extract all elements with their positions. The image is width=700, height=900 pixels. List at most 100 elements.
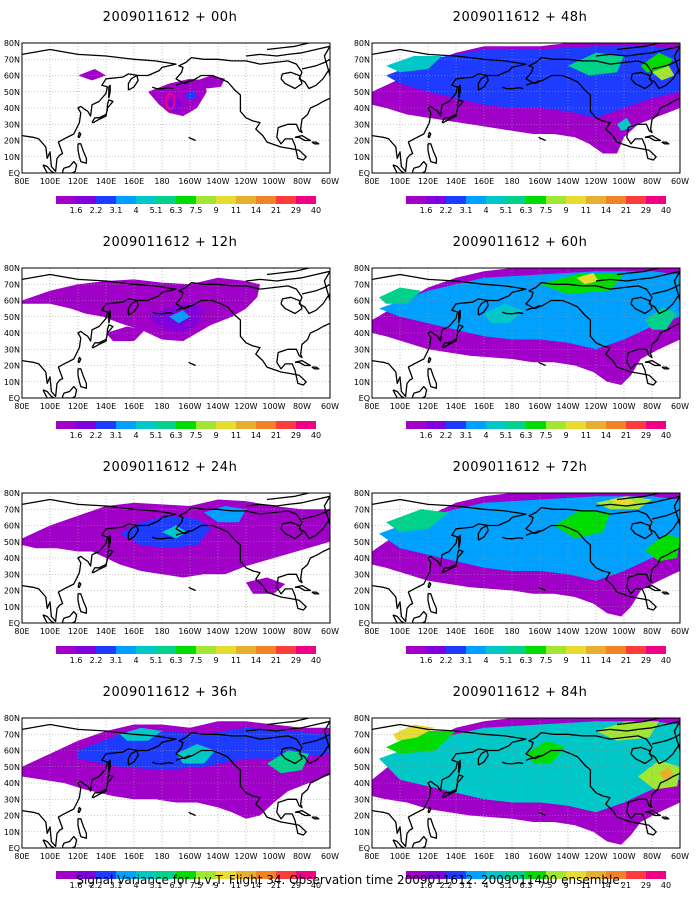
map-panel-12h: 2009011612 + 12h 80E 100E 120E 140E 160E 180 16… xyxy=(0,225,350,450)
y-tick-label: 80N xyxy=(4,264,20,273)
x-tick-label: 80W xyxy=(293,852,311,861)
colorbar-label: 4 xyxy=(483,206,488,215)
colorbar-swatch xyxy=(506,196,526,204)
coastline xyxy=(323,495,330,526)
x-tick-label: 60W xyxy=(321,627,339,636)
colorbar-label: 2.2 xyxy=(440,881,453,890)
coastline xyxy=(525,529,541,536)
coastline xyxy=(323,45,330,76)
colorbar-swatch xyxy=(96,421,116,429)
colorbar-label: 4 xyxy=(483,431,488,440)
coastline xyxy=(661,816,670,820)
x-tick-label: 100E xyxy=(390,177,410,186)
y-tick-label: 30N xyxy=(4,570,20,579)
colorbar-swatch xyxy=(566,871,586,879)
colorbar-swatch xyxy=(426,196,446,204)
map-svg: 80E 100E 120E 140E 160E 180 160W 140W 120W 100W 80… xyxy=(4,714,339,890)
x-tick-label: 120E xyxy=(418,402,438,411)
colorbar-swatch xyxy=(116,646,136,654)
coastline xyxy=(175,529,191,536)
variance-contour xyxy=(184,90,197,100)
map-svg: 80E 100E 120E 140E 160E 180 160W 140W 120W 100W 80… xyxy=(354,489,689,665)
coastline xyxy=(458,309,461,324)
coastline xyxy=(245,45,330,57)
coastline xyxy=(127,299,139,316)
y-tick-label: 20N xyxy=(354,812,370,821)
y-tick-label: 20N xyxy=(4,362,20,371)
coastline xyxy=(294,809,312,817)
x-tick-label: 80E xyxy=(364,177,379,186)
colorbar-swatch xyxy=(426,871,446,879)
coastline xyxy=(392,389,405,398)
coastline xyxy=(392,839,405,848)
panel-title: 2009011612 + 60h xyxy=(452,235,588,250)
x-tick-label: 180 xyxy=(154,852,169,861)
coastline xyxy=(42,614,55,623)
map-frame xyxy=(371,267,681,399)
coastline xyxy=(294,584,312,592)
colorbar-label: 11 xyxy=(581,206,591,215)
y-tick-label: 50N xyxy=(4,763,20,772)
coastline xyxy=(301,508,330,520)
coastline xyxy=(77,818,88,839)
coastline xyxy=(280,296,303,315)
x-tick-label: 160E xyxy=(124,852,144,861)
coastline xyxy=(311,366,320,370)
coastline xyxy=(427,593,438,614)
colorbar-label: 6.3 xyxy=(520,206,533,215)
y-tick-label: 30N xyxy=(354,570,370,579)
colorbar-label: 4 xyxy=(133,656,138,665)
coastline xyxy=(108,534,111,549)
colorbar-swatch xyxy=(136,646,156,654)
coastline xyxy=(61,610,78,623)
y-tick-label: 70N xyxy=(4,55,20,64)
colorbar-label: 5.1 xyxy=(150,431,163,440)
colorbar-swatch xyxy=(276,196,296,204)
variance-contour xyxy=(386,731,456,754)
x-tick-label: 80W xyxy=(643,402,661,411)
coastline xyxy=(323,720,330,751)
colorbar-swatch xyxy=(236,871,256,879)
coastline xyxy=(127,524,139,541)
coastline xyxy=(22,498,177,623)
x-tick-label: 80W xyxy=(643,852,661,861)
y-tick-label: 70N xyxy=(4,505,20,514)
y-tick-label: 50N xyxy=(4,538,20,547)
colorbar-label: 11 xyxy=(581,656,591,665)
coastline xyxy=(427,818,438,839)
coastline xyxy=(538,811,546,817)
map-frame xyxy=(371,492,681,624)
coastline xyxy=(661,366,670,370)
y-tick-label: 10N xyxy=(354,378,370,387)
colorbar-swatch xyxy=(446,421,466,429)
coastline xyxy=(108,759,111,774)
variance-contour xyxy=(162,525,188,539)
colorbar-swatch xyxy=(176,646,196,654)
colorbar-label: 3.1 xyxy=(460,206,473,215)
colorbar-label: 4 xyxy=(483,656,488,665)
x-tick-label: 120E xyxy=(68,177,88,186)
coastline xyxy=(301,733,330,745)
colorbar-label: 14 xyxy=(601,206,611,215)
map-frame xyxy=(371,717,681,849)
colorbar-swatch xyxy=(506,646,526,654)
colorbar-label: 11 xyxy=(231,881,241,890)
colorbar-label: 9 xyxy=(563,881,568,890)
x-tick-label: 80E xyxy=(14,402,29,411)
colorbar-label: 40 xyxy=(661,206,671,215)
coastline xyxy=(372,273,527,398)
coastline xyxy=(427,131,432,138)
coastline xyxy=(427,806,432,813)
y-tick-label: 40N xyxy=(4,104,20,113)
colorbar-label: 6.3 xyxy=(170,656,183,665)
x-tick-label: 120W xyxy=(584,627,607,636)
colorbar-swatch xyxy=(156,421,176,429)
colorbar-swatch xyxy=(606,646,626,654)
y-tick-label: 20N xyxy=(4,812,20,821)
map-panel-72h: 2009011612 + 72h 80E 100E 120E 140E 160E 180 16… xyxy=(350,450,700,675)
coastline xyxy=(644,359,662,367)
colorbar-label: 7.5 xyxy=(540,206,553,215)
y-tick-label: 80N xyxy=(4,489,20,498)
colorbar-label: 14 xyxy=(251,656,261,665)
colorbar-label: 7.5 xyxy=(540,431,553,440)
